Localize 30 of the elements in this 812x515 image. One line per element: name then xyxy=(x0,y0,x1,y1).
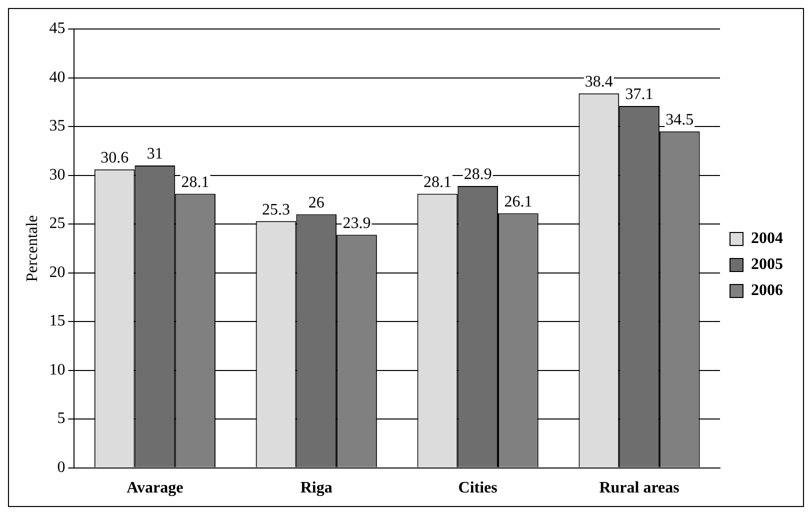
y-tick-label: 5 xyxy=(57,410,66,428)
x-tick-label: Cities xyxy=(458,480,498,497)
y-tick-label: 20 xyxy=(49,264,66,281)
legend-label: 2005 xyxy=(751,256,783,274)
y-tick-label: 0 xyxy=(57,459,66,476)
data-label: 31 xyxy=(146,146,163,163)
data-label: 34.5 xyxy=(666,112,694,129)
data-label: 38.4 xyxy=(584,74,613,91)
x-tick-label: Avarage xyxy=(126,480,184,497)
y-tick-label: 30 xyxy=(49,166,66,184)
y-tick-label: 15 xyxy=(49,312,66,330)
y-tick-label: 10 xyxy=(49,361,66,378)
data-label: 37.1 xyxy=(625,86,654,104)
data-label: 28.9 xyxy=(464,166,492,184)
y-axis-title: Percentale xyxy=(24,215,41,282)
data-label: 30.6 xyxy=(100,150,129,167)
data-label: 26 xyxy=(308,194,324,212)
data-label: 26.1 xyxy=(504,194,532,210)
y-tick-label: 35 xyxy=(49,118,66,135)
x-tick-label: Rural areas xyxy=(599,480,680,497)
x-tick-label: Riga xyxy=(300,480,332,497)
data-label: 25.3 xyxy=(262,201,290,218)
data-label: 28.1 xyxy=(181,174,210,191)
data-label: 28.1 xyxy=(423,174,452,191)
y-tick-label: 40 xyxy=(49,68,66,86)
y-tick-label: 25 xyxy=(49,215,66,232)
legend-label: 2006 xyxy=(751,282,783,300)
y-tick-label: 45 xyxy=(49,20,66,38)
legend-label: 2004 xyxy=(751,230,783,248)
data-label: 23.9 xyxy=(342,214,371,232)
